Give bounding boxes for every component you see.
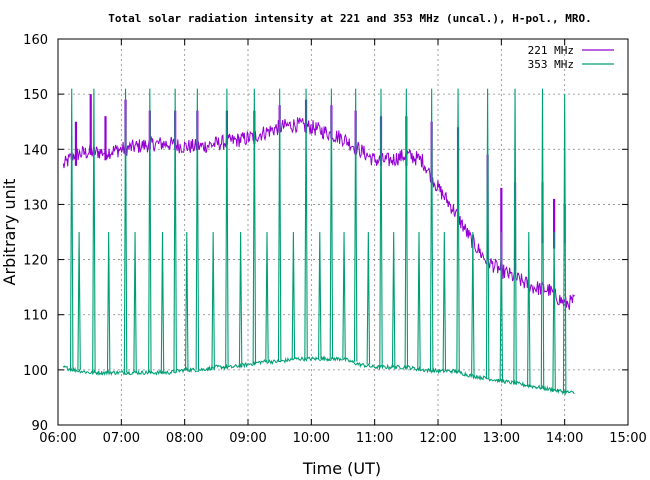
- series-line: [62, 117, 575, 310]
- spike-353mhz: [148, 88, 152, 373]
- spike-353mhz: [417, 231, 421, 370]
- spike-353mhz: [195, 88, 200, 370]
- spike-353mhz: [291, 231, 296, 359]
- spike-353mhz: [185, 231, 189, 370]
- spike-353mhz: [527, 231, 531, 387]
- spike-353mhz: [160, 231, 165, 373]
- spike-353mhz: [562, 94, 567, 392]
- x-tick-label: 15:00: [609, 431, 646, 446]
- x-tick-label: 06:00: [39, 431, 76, 446]
- x-tick-label: 11:00: [356, 431, 393, 446]
- y-tick-label: 120: [23, 254, 48, 269]
- spike-353mhz: [379, 88, 383, 368]
- y-tick-label: 100: [23, 364, 48, 379]
- spike-353mhz: [429, 88, 434, 370]
- spike-353mhz: [329, 88, 334, 359]
- spike-353mhz: [391, 231, 396, 368]
- y-tick-label: 160: [23, 33, 48, 48]
- y-tick-label: 150: [23, 88, 48, 103]
- x-tick-label: 10:00: [293, 431, 330, 446]
- x-tick-label: 14:00: [546, 431, 583, 446]
- y-tick-label: 110: [23, 309, 48, 324]
- legend-label: 221 MHz: [528, 44, 574, 57]
- spike-353mhz: [106, 231, 111, 373]
- x-tick-labels: 06:00 07:00 08:00 09:00 10:00 11:00 12:00 13:00…: [39, 431, 646, 446]
- x-tick-label: 08:00: [166, 431, 203, 446]
- spike-353mhz: [552, 231, 556, 391]
- spike-353mhz: [252, 88, 257, 365]
- y-tick-labels: 90 100 110 120 130 140 150 160: [23, 33, 48, 434]
- spike-353mhz: [471, 231, 475, 376]
- spike-353mhz: [225, 88, 229, 368]
- spike-353mhz: [277, 88, 282, 362]
- spike-353mhz: [69, 88, 74, 370]
- x-axis-label: Time (UT): [302, 459, 381, 478]
- series-353mhz: [62, 88, 576, 396]
- spike-353mhz: [77, 231, 81, 370]
- spike-353mhz: [366, 231, 371, 365]
- spike-353mhz: [456, 88, 460, 373]
- spike-353mhz: [318, 231, 322, 359]
- spike-353mhz: [404, 88, 409, 368]
- spike-353mhz: [238, 231, 243, 368]
- spike-353mhz: [540, 88, 545, 390]
- plot-frame: [57, 38, 629, 426]
- y-axis-label: Arbitrary unit: [0, 179, 19, 286]
- spike-353mhz: [442, 231, 447, 371]
- x-tick-label: 07:00: [103, 431, 140, 446]
- y-tick-label: 140: [23, 143, 48, 158]
- axes: [57, 38, 629, 426]
- y-tick-label: 90: [31, 419, 48, 434]
- spike-353mhz: [304, 88, 308, 359]
- spike-353mhz: [173, 88, 177, 373]
- spike-353mhz: [342, 231, 346, 359]
- spike-353mhz: [123, 88, 128, 373]
- series-line: [62, 355, 575, 396]
- spike-353mhz: [353, 88, 358, 362]
- spike-353mhz: [211, 231, 215, 370]
- x-tick-label: 12:00: [419, 431, 456, 446]
- x-tick-label: 13:00: [483, 431, 520, 446]
- chart-title: Total solar radiation intensity at 221 a…: [108, 12, 591, 25]
- spike-353mhz: [499, 231, 504, 381]
- series-layer: [62, 88, 576, 396]
- y-tick-label: 130: [23, 198, 48, 213]
- x-tick-label: 09:00: [229, 431, 266, 446]
- grid-lines: [58, 39, 628, 425]
- spike-353mhz: [133, 231, 137, 373]
- spike-353mhz: [513, 88, 517, 384]
- spike-353mhz: [485, 88, 490, 379]
- legend-label: 353 MHz: [528, 58, 574, 71]
- spike-353mhz: [265, 231, 269, 362]
- spike-353mhz: [92, 88, 96, 373]
